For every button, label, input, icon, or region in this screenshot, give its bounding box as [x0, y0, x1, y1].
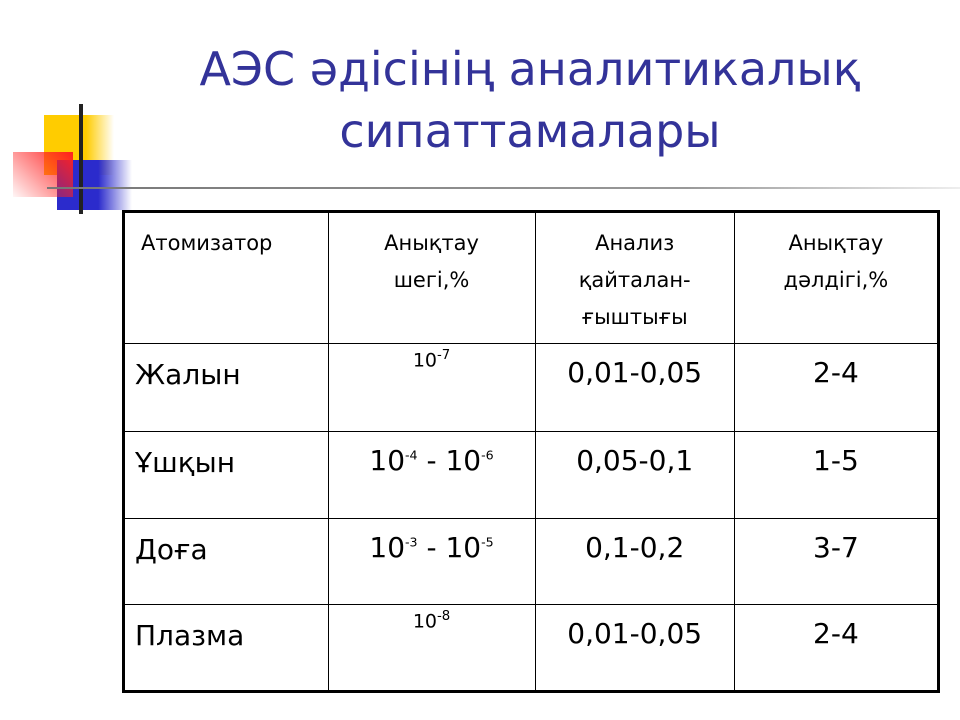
decoration-vertical-line [79, 104, 83, 214]
cell-reproducibility: 0,05-0,1 [534, 431, 735, 519]
cell-accuracy: 3-7 [733, 518, 940, 605]
cell-reproducibility: 0,1-0,2 [534, 518, 735, 605]
table-row: Ұшқын 10-4 - 10-6 0,05-0,1 1-5 [123, 431, 940, 519]
decoration-horizontal-line [47, 187, 960, 189]
header-reproducibility: Анализ қайталан-ғыштығы [534, 211, 735, 344]
table-header-row: Атомизатор Анықтау шегі,% Анализ қайталан-… [123, 211, 940, 344]
cell-limit: 10-7 [327, 343, 536, 432]
title-line-1: АЭС әдісінің аналитикалық [199, 42, 861, 96]
header-atomizer: Атомизатор [123, 211, 329, 344]
header-accuracy: Анықтау дәлдігі,% [733, 211, 940, 344]
cell-atomizer: Плазма [123, 604, 329, 692]
cell-atomizer: Ұшқын [123, 431, 329, 519]
characteristics-table: Атомизатор Анықтау шегі,% Анализ қайталан-… [122, 210, 940, 693]
cell-atomizer: Доға [123, 518, 329, 605]
cell-reproducibility: 0,01-0,05 [534, 604, 735, 692]
table-row: Плазма 10-8 0,01-0,05 2-4 [123, 604, 940, 692]
table-row: Жалын 10-7 0,01-0,05 2-4 [123, 343, 940, 432]
table-row: Доға 10-3 - 10-5 0,1-0,2 3-7 [123, 518, 940, 605]
cell-accuracy: 2-4 [733, 343, 940, 432]
cell-limit: 10-4 - 10-6 [327, 431, 536, 519]
cell-reproducibility: 0,01-0,05 [534, 343, 735, 432]
cell-accuracy: 1-5 [733, 431, 940, 519]
decoration-red-square [13, 152, 73, 197]
cell-accuracy: 2-4 [733, 604, 940, 692]
cell-limit: 10-8 [327, 604, 536, 692]
cell-atomizer: Жалын [123, 343, 329, 432]
title-line-2: сипаттамалары [339, 104, 721, 158]
header-detection-limit: Анықтау шегі,% [327, 211, 536, 344]
slide-title: АЭС әдісінің аналитикалық сипаттамалары [150, 38, 910, 162]
cell-limit: 10-3 - 10-5 [327, 518, 536, 605]
